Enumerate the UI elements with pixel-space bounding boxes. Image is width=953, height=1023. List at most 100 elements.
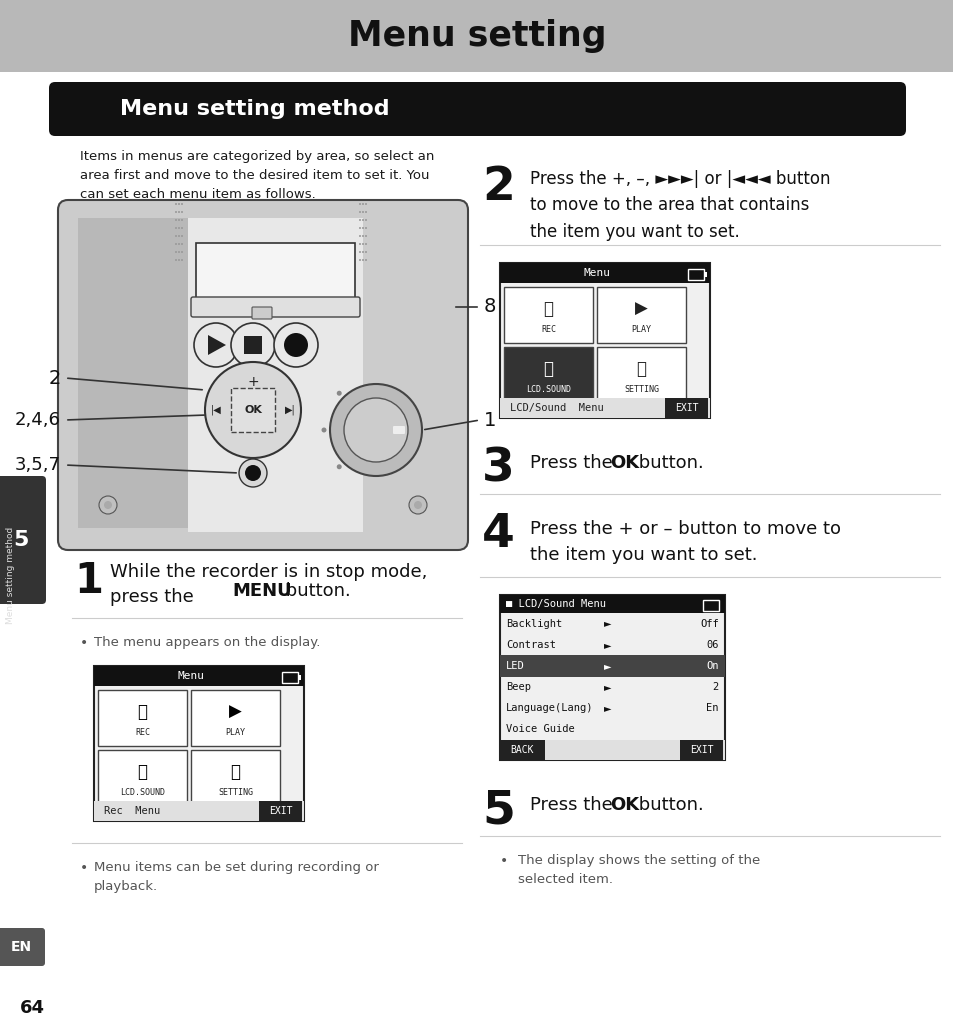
- Text: 🎤: 🎤: [137, 703, 148, 721]
- Text: SETTING: SETTING: [218, 788, 253, 797]
- FancyBboxPatch shape: [94, 801, 304, 821]
- Text: 2: 2: [481, 165, 515, 210]
- FancyBboxPatch shape: [231, 388, 274, 432]
- Circle shape: [365, 235, 367, 237]
- Circle shape: [178, 235, 180, 237]
- Text: OK: OK: [244, 405, 262, 415]
- Circle shape: [181, 251, 183, 253]
- Circle shape: [330, 384, 421, 476]
- Text: While the recorder is in stop mode,
press the: While the recorder is in stop mode, pres…: [110, 563, 427, 606]
- Circle shape: [361, 219, 364, 221]
- Text: Menu: Menu: [583, 268, 610, 278]
- Text: ▶: ▶: [229, 703, 242, 721]
- Text: OK: OK: [609, 454, 639, 472]
- Text: ▶|: ▶|: [284, 405, 295, 415]
- Text: 2: 2: [712, 682, 719, 693]
- FancyBboxPatch shape: [499, 595, 724, 760]
- Circle shape: [205, 362, 301, 458]
- FancyBboxPatch shape: [258, 801, 302, 821]
- Text: Press the +, –, ►►►| or |◄◄◄ button
to move to the area that contains
the item y: Press the +, –, ►►►| or |◄◄◄ button to m…: [530, 170, 830, 240]
- Text: Beep: Beep: [505, 682, 531, 693]
- Circle shape: [358, 259, 360, 261]
- Circle shape: [245, 465, 261, 481]
- Text: Items in menus are categorized by area, so select an
area first and move to the : Items in menus are categorized by area, …: [80, 150, 434, 201]
- Text: 06: 06: [706, 639, 719, 650]
- FancyBboxPatch shape: [499, 595, 724, 613]
- FancyBboxPatch shape: [0, 0, 953, 72]
- Text: Off: Off: [700, 619, 719, 628]
- FancyBboxPatch shape: [94, 666, 304, 821]
- Circle shape: [284, 333, 308, 357]
- Circle shape: [174, 259, 177, 261]
- Circle shape: [321, 428, 326, 433]
- Text: BACK: BACK: [510, 745, 533, 755]
- Text: •: •: [80, 861, 89, 875]
- Circle shape: [181, 235, 183, 237]
- Circle shape: [358, 243, 360, 244]
- Text: The menu appears on the display.: The menu appears on the display.: [94, 636, 320, 649]
- Circle shape: [361, 251, 364, 253]
- Circle shape: [99, 496, 117, 514]
- Text: ▶: ▶: [635, 300, 647, 318]
- Circle shape: [174, 235, 177, 237]
- Circle shape: [178, 203, 180, 205]
- Text: •: •: [80, 636, 89, 650]
- Circle shape: [174, 243, 177, 244]
- Text: EN: EN: [10, 940, 31, 954]
- Circle shape: [361, 235, 364, 237]
- Circle shape: [274, 323, 317, 367]
- Text: REC: REC: [540, 325, 556, 335]
- Circle shape: [409, 496, 427, 514]
- Circle shape: [181, 211, 183, 213]
- Text: Menu items can be set during recording or
playback.: Menu items can be set during recording o…: [94, 861, 378, 893]
- Circle shape: [361, 259, 364, 261]
- Circle shape: [414, 501, 421, 509]
- Text: ►: ►: [603, 619, 611, 628]
- Circle shape: [361, 227, 364, 229]
- Circle shape: [181, 243, 183, 244]
- Circle shape: [174, 227, 177, 229]
- FancyBboxPatch shape: [0, 928, 45, 966]
- Text: Menu setting method: Menu setting method: [120, 99, 389, 119]
- Text: MENU: MENU: [232, 582, 292, 601]
- Text: 2,4,6: 2,4,6: [15, 411, 61, 429]
- Text: Contrast: Contrast: [505, 639, 556, 650]
- Text: 🖥: 🖥: [137, 763, 148, 781]
- Circle shape: [174, 211, 177, 213]
- Text: 1: 1: [74, 560, 103, 602]
- FancyBboxPatch shape: [191, 750, 280, 806]
- FancyBboxPatch shape: [98, 750, 187, 806]
- Circle shape: [365, 243, 367, 244]
- Circle shape: [336, 464, 341, 470]
- FancyBboxPatch shape: [499, 263, 709, 418]
- Text: ■ LCD/Sound Menu: ■ LCD/Sound Menu: [505, 599, 605, 609]
- Circle shape: [181, 219, 183, 221]
- FancyBboxPatch shape: [191, 690, 280, 746]
- FancyBboxPatch shape: [393, 426, 405, 434]
- Text: LCD/Sound  Menu: LCD/Sound Menu: [510, 403, 603, 413]
- Text: 🔧: 🔧: [231, 763, 240, 781]
- Text: Backlight: Backlight: [505, 619, 561, 628]
- Circle shape: [193, 323, 237, 367]
- Circle shape: [231, 323, 274, 367]
- Text: 🔧: 🔧: [636, 360, 646, 377]
- Text: EXIT: EXIT: [269, 806, 293, 816]
- Circle shape: [178, 259, 180, 261]
- Polygon shape: [208, 335, 226, 355]
- Circle shape: [181, 203, 183, 205]
- FancyBboxPatch shape: [597, 287, 685, 343]
- Text: 3: 3: [481, 446, 515, 491]
- Text: ►: ►: [603, 661, 611, 671]
- Circle shape: [361, 211, 364, 213]
- Text: button.: button.: [280, 582, 351, 601]
- Text: Language(Lang): Language(Lang): [505, 703, 593, 713]
- FancyBboxPatch shape: [191, 297, 359, 317]
- Text: |◀: |◀: [211, 405, 221, 415]
- Circle shape: [344, 398, 408, 462]
- FancyBboxPatch shape: [252, 307, 272, 319]
- Text: OK: OK: [609, 796, 639, 814]
- FancyBboxPatch shape: [94, 666, 304, 686]
- FancyBboxPatch shape: [0, 476, 46, 604]
- Circle shape: [365, 211, 367, 213]
- Circle shape: [178, 243, 180, 244]
